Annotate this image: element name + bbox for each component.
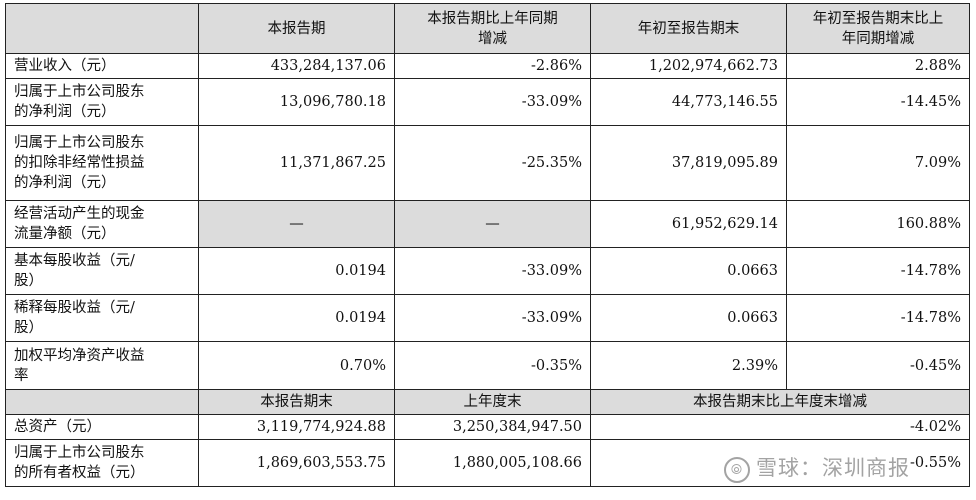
- cell-value: 0.0663: [590, 247, 787, 295]
- cell-value-dash: —: [394, 200, 591, 248]
- cell-value: 160.88%: [786, 200, 970, 248]
- table-row: 基本每股收益（元/ 股） 0.0194 -33.09% 0.0663 -14.7…: [5, 247, 970, 295]
- header-row: 本报告期 本报告期比上年同期 增减 年初至报告期末 年初至报告期末比上 年同期增…: [5, 3, 970, 54]
- cell-value: 7.09%: [786, 125, 970, 201]
- cell-value: -33.09%: [394, 78, 591, 126]
- table-row: 营业收入（元） 433,284,137.06 -2.86% 1,202,974,…: [5, 53, 970, 79]
- header-ytd: 年初至报告期末: [590, 3, 787, 54]
- table-row: 归属于上市公司股东 的扣除非经常性损益 的净利润（元） 11,371,867.2…: [5, 125, 970, 201]
- cell-value: 2.39%: [590, 341, 787, 390]
- row-label-revenue: 营业收入（元）: [5, 53, 199, 79]
- cell-value-dash: —: [198, 200, 395, 248]
- cell-value: -0.55%: [590, 439, 970, 487]
- row-label-equity: 归属于上市公司股东 的所有者权益（元）: [5, 439, 199, 487]
- cell-value: 1,202,974,662.73: [590, 53, 787, 79]
- cell-value: 2.88%: [786, 53, 970, 79]
- cell-value: -25.35%: [394, 125, 591, 201]
- cell-value: 0.0194: [198, 247, 395, 295]
- header-current-period-change: 本报告期比上年同期 增减: [394, 3, 591, 54]
- cell-value: 11,371,867.25: [198, 125, 395, 201]
- cell-value: 61,952,629.14: [590, 200, 787, 248]
- header-ytd-change: 年初至报告期末比上 年同期增减: [786, 3, 970, 54]
- xueqiu-logo-icon: ⦾: [724, 457, 750, 483]
- header2-corner-cell: [5, 389, 199, 415]
- watermark-text: 雪球：深圳商报: [756, 456, 910, 480]
- table-row: 加权平均净资产收益 率 0.70% -0.35% 2.39% -0.45%: [5, 341, 970, 390]
- cell-value: 1,880,005,108.66: [394, 439, 591, 487]
- row-label-operating-cash-flow: 经营活动产生的现金 流量净额（元）: [5, 200, 199, 248]
- header-period-end: 本报告期末: [198, 389, 395, 415]
- row-label-net-profit: 归属于上市公司股东 的净利润（元）: [5, 78, 199, 126]
- financial-summary-table: 本报告期 本报告期比上年同期 增减 年初至报告期末 年初至报告期末比上 年同期增…: [5, 3, 970, 487]
- cell-value: -4.02%: [590, 414, 970, 440]
- table-row: 总资产（元） 3,119,774,924.88 3,250,384,947.50…: [5, 414, 970, 440]
- cell-value: -0.45%: [786, 341, 970, 390]
- cell-value: -14.78%: [786, 247, 970, 295]
- cell-value: 0.0194: [198, 294, 395, 342]
- cell-value: 1,869,603,553.75: [198, 439, 395, 487]
- header-period-end-change: 本报告期末比上年度末增减: [590, 389, 970, 415]
- table-row: 经营活动产生的现金 流量净额（元） — — 61,952,629.14 160.…: [5, 200, 970, 248]
- header-row-2: 本报告期末 上年度末 本报告期末比上年度末增减: [5, 389, 970, 415]
- header-prior-year-end: 上年度末: [394, 389, 591, 415]
- cell-value: 37,819,095.89: [590, 125, 787, 201]
- row-label-net-profit-deducted: 归属于上市公司股东 的扣除非经常性损益 的净利润（元）: [5, 125, 199, 201]
- row-label-roe: 加权平均净资产收益 率: [5, 341, 199, 390]
- cell-value: -2.86%: [394, 53, 591, 79]
- row-label-total-assets: 总资产（元）: [5, 414, 199, 440]
- cell-value: -14.45%: [786, 78, 970, 126]
- row-label-diluted-eps: 稀释每股收益（元/ 股）: [5, 294, 199, 342]
- cell-value: 0.70%: [198, 341, 395, 390]
- row-label-basic-eps: 基本每股收益（元/ 股）: [5, 247, 199, 295]
- table-row: 稀释每股收益（元/ 股） 0.0194 -33.09% 0.0663 -14.7…: [5, 294, 970, 342]
- cell-value: -14.78%: [786, 294, 970, 342]
- header-current-period: 本报告期: [198, 3, 395, 54]
- cell-value: 3,119,774,924.88: [198, 414, 395, 440]
- cell-value: -33.09%: [394, 247, 591, 295]
- header-corner-cell: [5, 3, 199, 54]
- cell-value: 0.0663: [590, 294, 787, 342]
- cell-value: 3,250,384,947.50: [394, 414, 591, 440]
- cell-value: -0.35%: [394, 341, 591, 390]
- cell-value: 13,096,780.18: [198, 78, 395, 126]
- watermark: ⦾ 雪球：深圳商报: [724, 452, 910, 483]
- table-row: 归属于上市公司股东 的所有者权益（元） 1,869,603,553.75 1,8…: [5, 439, 970, 487]
- cell-value: -33.09%: [394, 294, 591, 342]
- cell-value: 433,284,137.06: [198, 53, 395, 79]
- cell-value: 44,773,146.55: [590, 78, 787, 126]
- table-row: 归属于上市公司股东 的净利润（元） 13,096,780.18 -33.09% …: [5, 78, 970, 126]
